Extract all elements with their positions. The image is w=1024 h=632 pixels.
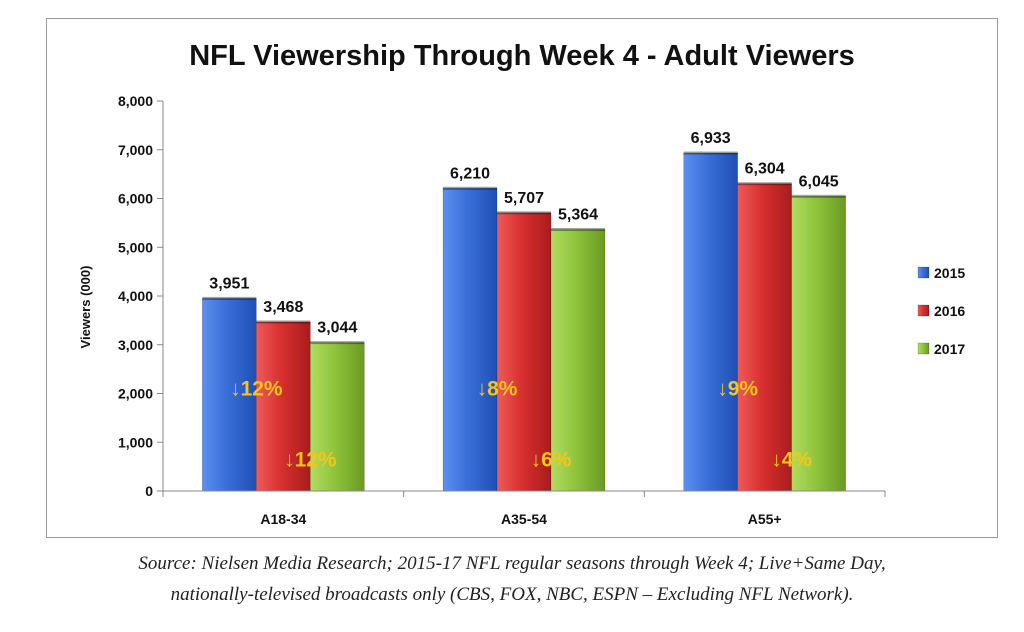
data-label: 6,210: [450, 165, 490, 182]
legend-label-2017: 2017: [934, 341, 965, 357]
y-axis: 0 1,000 2,000 3,000 4,000 5,000 6,000 7,000 8,00…: [118, 93, 164, 499]
y-tick-label: 3,000: [118, 337, 153, 353]
bars-group: [202, 151, 846, 492]
source-line-1: Source: Nielsen Media Research; 2015-17 …: [138, 553, 886, 574]
change-annotation: ↓9%: [717, 378, 758, 401]
bar-top-shadow: [497, 211, 551, 215]
legend-label-2015: 2015: [934, 265, 965, 281]
bar-2016-A35-54: [496, 212, 552, 492]
data-label: 6,933: [691, 130, 731, 147]
bar-2015-A18-34: [202, 298, 257, 492]
data-label: 5,364: [558, 207, 598, 224]
y-tick-label: 5,000: [118, 239, 153, 255]
data-label: 3,951: [209, 275, 249, 292]
bar-top-shadow: [737, 182, 792, 186]
chart-title: NFL Viewership Through Week 4 - Adult Vi…: [189, 40, 855, 72]
y-tick-label: 1,000: [118, 434, 153, 450]
chart-frame: NFL Viewership Through Week 4 - Adult Vi…: [46, 18, 998, 538]
x-tick-label: A55+: [748, 511, 782, 527]
source-line-2: nationally-televised broadcasts only (CB…: [170, 584, 854, 605]
value-labels-group: 3,951 3,468 3,044 6,210 5,707 5,364 6,933 6,304…: [209, 130, 838, 337]
bar-2017-A35-54: [550, 229, 606, 492]
change-annotation: ↓4%: [771, 448, 812, 471]
data-label: 3,468: [263, 299, 303, 316]
y-tick-label: 2,000: [118, 386, 153, 402]
y-tick-label: 7,000: [118, 142, 153, 158]
change-annotations-group: ↓12% ↓8% ↓9% ↓12% ↓6% ↓4%: [230, 378, 812, 472]
bar-2017-A55+: [791, 196, 846, 492]
bar-2015-A55+: [683, 152, 738, 492]
bar-top-shadow: [256, 320, 311, 324]
change-annotation: ↓12%: [284, 448, 337, 471]
source-note: Source: Nielsen Media Research; 2015-17 …: [0, 548, 1024, 610]
legend-label-2016: 2016: [934, 303, 965, 319]
bar-top-shadow: [310, 341, 365, 345]
x-tick-label: A35-54: [501, 511, 547, 527]
change-annotation: ↓6%: [531, 448, 572, 471]
bar-2016-A55+: [737, 183, 792, 492]
bar-2015-A35-54: [442, 187, 498, 492]
data-label: 6,045: [799, 173, 839, 190]
bar-top-shadow: [202, 296, 257, 300]
legend-swatch-2016: [917, 304, 930, 317]
bar-top-shadow: [443, 186, 497, 190]
y-tick-label: 4,000: [118, 288, 153, 304]
data-label: 6,304: [745, 161, 785, 178]
y-tick-label: 0: [145, 483, 153, 499]
data-label: 5,707: [504, 190, 544, 207]
bar-2017-A18-34: [310, 342, 365, 492]
y-tick-label: 8,000: [118, 93, 153, 109]
bar-top-shadow: [791, 194, 846, 198]
legend-swatch-2015: [917, 266, 930, 279]
change-annotation: ↓12%: [230, 378, 283, 401]
y-tick-label: 6,000: [118, 191, 153, 207]
data-label: 3,044: [317, 320, 357, 337]
y-axis-label: Viewers (000): [78, 266, 93, 349]
bar-2016-A18-34: [256, 321, 311, 492]
legend: 2015 2016 2017: [917, 265, 965, 357]
legend-swatch-2017: [917, 342, 930, 355]
bar-top-shadow: [551, 228, 605, 232]
bar-top-shadow: [683, 151, 738, 155]
bar-chart: NFL Viewership Through Week 4 - Adult Vi…: [78, 40, 965, 527]
x-axis: A18-34 A35-54 A55+: [162, 490, 886, 527]
change-annotation: ↓8%: [477, 378, 518, 401]
x-tick-label: A18-34: [260, 511, 306, 527]
